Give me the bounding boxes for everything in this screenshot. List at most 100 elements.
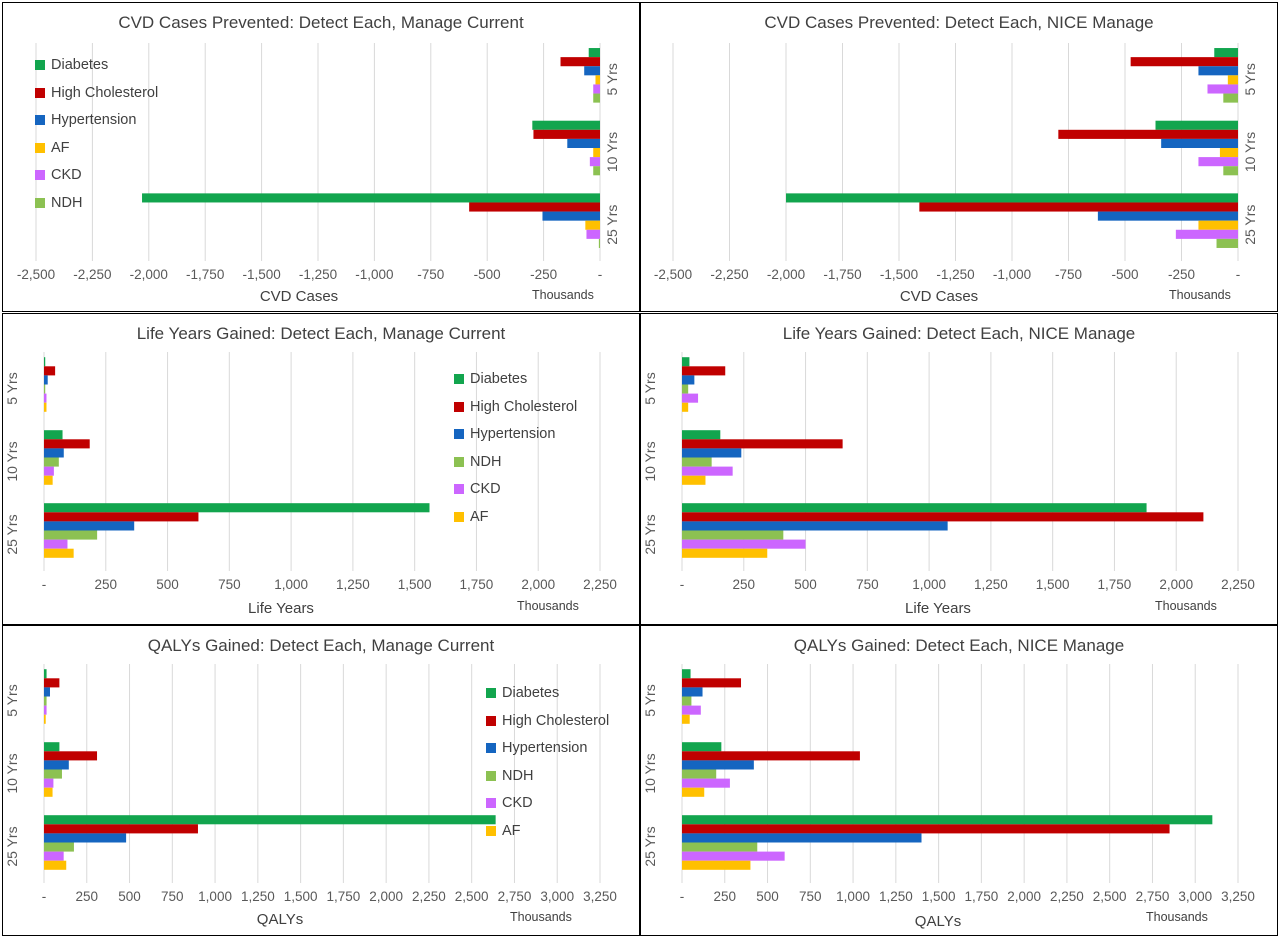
x-tick-label: -250 — [530, 267, 557, 282]
x-tick-label: 750 — [161, 889, 184, 904]
legend-label: High Cholesterol — [502, 712, 610, 729]
legend-swatch — [454, 484, 464, 495]
bar-high-cholesterol-25-yrs — [682, 512, 1204, 522]
x-axis-label: Life Years — [905, 600, 971, 617]
legend-swatch — [454, 374, 464, 384]
x-tick-label: 1,000 — [912, 577, 946, 592]
legend-label: AF — [51, 139, 70, 156]
bar-ndh-5-yrs — [44, 384, 46, 394]
bar-ckd-10-yrs — [589, 157, 600, 167]
bar-af-25-yrs — [585, 220, 600, 230]
bar-af-10-yrs — [44, 787, 53, 797]
x-tick-label: -1,750 — [186, 267, 224, 282]
x-tick-label: -1,250 — [936, 267, 974, 282]
x-tick-label: 2,250 — [583, 577, 617, 592]
bar-af-10-yrs — [682, 787, 705, 797]
bar-diabetes-10-yrs — [532, 120, 600, 130]
units-label: Thousands — [517, 599, 579, 613]
units-label: Thousands — [532, 288, 594, 302]
x-tick-label: 500 — [794, 577, 817, 592]
x-tick-label: 2,000 — [1159, 577, 1193, 592]
legend-label: NDH — [51, 195, 83, 211]
bar-ndh-5-yrs — [593, 93, 600, 103]
bar-ckd-25-yrs — [44, 851, 64, 861]
bar-diabetes-10-yrs — [44, 430, 63, 440]
bar-ckd-5-yrs — [44, 705, 47, 715]
bar-high-cholesterol-10-yrs — [44, 439, 90, 449]
bar-diabetes-5-yrs — [1214, 48, 1238, 58]
category-label: 10 Yrs — [1242, 132, 1258, 172]
chart-panel: CVD Cases Prevented: Detect Each, Manage… — [2, 2, 640, 312]
bar-hypertension-10-yrs — [44, 760, 69, 770]
x-tick-label: 500 — [118, 889, 141, 904]
bar-ckd-10-yrs — [682, 466, 733, 476]
x-axis-label: CVD Cases — [259, 288, 339, 305]
bar-high-cholesterol-5-yrs — [44, 366, 56, 376]
category-label: 5 Yrs — [1242, 63, 1258, 95]
bar-diabetes-25-yrs — [44, 815, 496, 825]
bar-hypertension-25-yrs — [44, 833, 127, 843]
x-tick-label: -2,500 — [654, 267, 692, 282]
bar-ndh-10-yrs — [44, 769, 62, 779]
bar-high-cholesterol-5-yrs — [44, 678, 60, 688]
bar-hypertension-5-yrs — [584, 66, 600, 76]
legend-label: CKD — [470, 481, 501, 498]
chart-panel: QALYs Gained: Detect Each, Manage Curren… — [2, 625, 640, 936]
bar-high-cholesterol-10-yrs — [44, 751, 98, 761]
x-tick-label: -1,000 — [993, 267, 1031, 282]
bar-ndh-5-yrs — [682, 696, 692, 706]
bar-high-cholesterol-25-yrs — [919, 202, 1238, 212]
bar-af-5-yrs — [44, 714, 46, 724]
bar-af-5-yrs — [682, 714, 690, 724]
bar-af-5-yrs — [595, 75, 600, 85]
category-label: 25 Yrs — [4, 826, 20, 866]
legend-swatch — [35, 115, 45, 126]
bar-diabetes-10-yrs — [682, 742, 722, 752]
legend-label: AF — [470, 509, 489, 525]
bar-hypertension-10-yrs — [682, 760, 754, 770]
legend-swatch — [454, 512, 464, 522]
x-tick-label: 3,250 — [1221, 889, 1255, 904]
chart-title: Life Years Gained: Detect Each, NICE Man… — [782, 324, 1136, 343]
bar-diabetes-5-yrs — [44, 357, 46, 367]
bar-hypertension-10-yrs — [44, 448, 64, 458]
bar-ndh-10-yrs — [1223, 166, 1238, 176]
bar-ndh-25-yrs — [1216, 238, 1238, 248]
category-label: 10 Yrs — [4, 753, 20, 793]
chart-title: CVD Cases Prevented: Detect Each, Manage… — [118, 13, 524, 32]
legend-label: AF — [502, 823, 521, 839]
bar-high-cholesterol-5-yrs — [1130, 57, 1238, 67]
category-label: 25 Yrs — [604, 205, 620, 245]
legend-label: High Cholesterol — [51, 84, 159, 101]
x-tick-label: -1,500 — [242, 267, 280, 282]
x-tick-label: - — [42, 889, 47, 904]
x-tick-label: -500 — [1111, 267, 1138, 282]
legend-label: Hypertension — [51, 112, 137, 129]
chart-plot: -2,500 -2,250 -2,000 -1,750 -1,500 -1,250 -1,0… — [17, 43, 620, 282]
bar-diabetes-5-yrs — [588, 48, 600, 58]
x-tick-label: 2,000 — [521, 577, 555, 592]
legend-swatch — [35, 170, 45, 181]
legend-swatch — [486, 715, 496, 726]
legend-swatch — [35, 87, 45, 98]
bar-diabetes-25-yrs — [682, 815, 1213, 825]
category-label: 5 Yrs — [4, 372, 20, 404]
bar-high-cholesterol-5-yrs — [560, 57, 600, 67]
category-label: 5 Yrs — [604, 63, 620, 95]
category-label: 25 Yrs — [642, 826, 658, 866]
category-label: 10 Yrs — [642, 441, 658, 481]
x-tick-label: 750 — [856, 577, 879, 592]
legend-label: CKD — [51, 167, 82, 184]
bar-ndh-25-yrs — [682, 530, 784, 540]
category-label: 25 Yrs — [4, 514, 20, 554]
chart-title: QALYs Gained: Detect Each, Manage Curren… — [147, 636, 495, 655]
bar-hypertension-10-yrs — [1161, 138, 1238, 148]
bar-ndh-25-yrs — [682, 842, 758, 852]
category-label: 10 Yrs — [4, 441, 20, 481]
x-tick-label: - — [680, 889, 685, 904]
bar-af-25-yrs — [44, 860, 67, 870]
bar-af-10-yrs — [593, 148, 600, 158]
legend-swatch — [454, 401, 464, 412]
x-tick-label: 2,750 — [1136, 889, 1170, 904]
x-tick-label: 1,250 — [336, 577, 370, 592]
